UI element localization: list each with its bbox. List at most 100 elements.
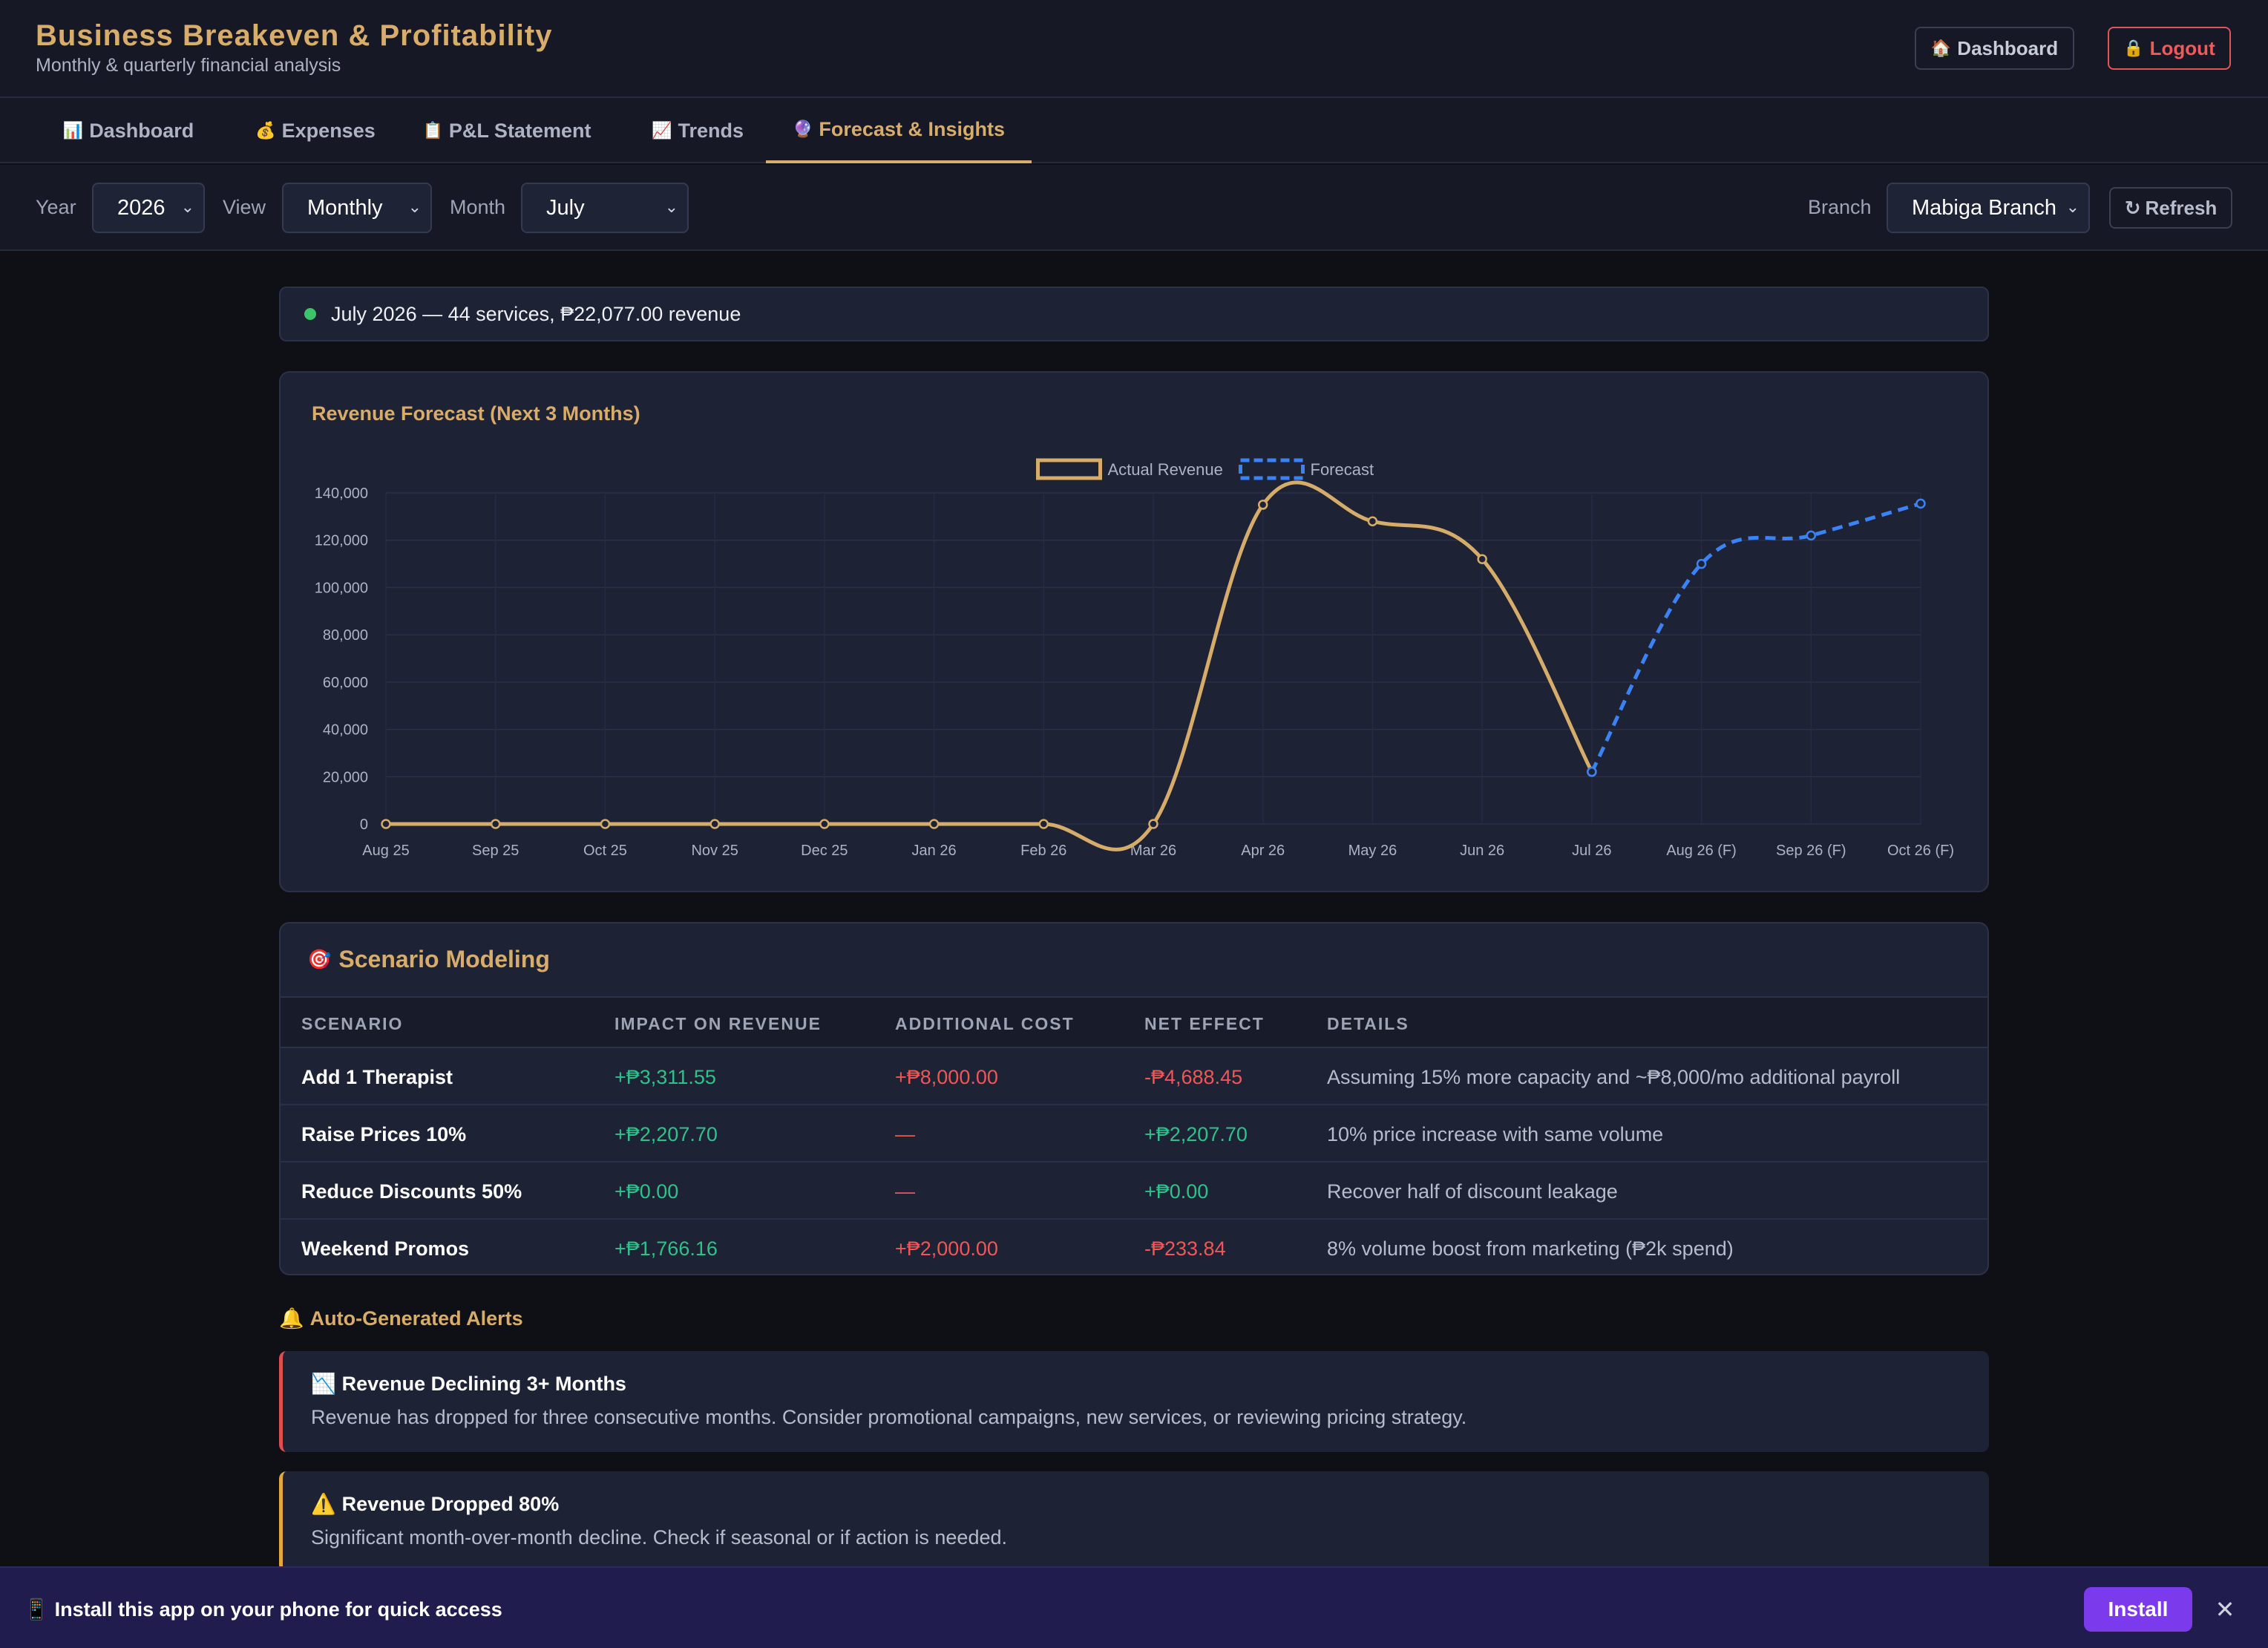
tab-dashboard[interactable]: 📊 Dashboard: [36, 98, 221, 163]
chart-down-icon: 📉: [311, 1373, 336, 1395]
scenario-title: 🎯 Scenario Modeling: [307, 946, 550, 973]
legend-swatch: [1036, 458, 1102, 480]
x-tick-label: Jan 26: [912, 843, 957, 859]
chevron-down-icon: ⌄: [664, 197, 678, 216]
branch-select[interactable]: Mabiga Branch ⌄: [1887, 183, 2090, 233]
alert-revenue-dropped: ⚠️ Revenue Dropped 80% Significant month…: [279, 1471, 1989, 1572]
cell-name: Raise Prices 10%: [301, 1123, 467, 1145]
install-app-banner: 📱 Install this app on your phone for qui…: [0, 1566, 2268, 1648]
x-tick-label: Sep 26 (F): [1776, 843, 1846, 859]
alert-revenue-declining: 📉 Revenue Declining 3+ Months Revenue ha…: [279, 1351, 1989, 1452]
branch-label: Branch: [1808, 196, 1872, 218]
cell-name: Add 1 Therapist: [301, 1066, 453, 1088]
tab-pl-statement[interactable]: 📋 P&L Statement: [410, 98, 604, 163]
month-select[interactable]: July ⌄: [521, 183, 689, 233]
data-point: [1367, 516, 1378, 526]
data-point: [600, 819, 611, 829]
legend-label: Actual Revenue: [1108, 460, 1223, 479]
alert-title: 📉 Revenue Declining 3+ Months: [311, 1372, 626, 1396]
y-tick-label: 100,000: [315, 580, 368, 596]
series-line-actual: [385, 480, 1594, 851]
table-row: Add 1 Therapist +₱3,311.55 +₱8,000.00 -₱4,6…: [281, 1048, 1987, 1105]
cell-cost: +₱8,000.00: [895, 1066, 998, 1088]
table-row: Weekend Promos +₱1,766.16 +₱2,000.00 -₱233.…: [281, 1220, 1987, 1274]
y-tick-label: 0: [360, 817, 368, 833]
cell-details: 8% volume boost from marketing (₱2k spen…: [1327, 1237, 1734, 1260]
y-tick-label: 140,000: [315, 485, 368, 502]
data-point: [1257, 500, 1268, 510]
data-point: [1696, 558, 1707, 569]
cell-name: Reduce Discounts 50%: [301, 1180, 522, 1203]
bar-chart-icon: 📊: [62, 121, 84, 140]
tab-forecast-insights[interactable]: 🔮 Forecast & Insights: [766, 98, 1032, 163]
year-select[interactable]: 2026 ⌄: [92, 183, 205, 233]
tab-trends[interactable]: 📈 Trends: [628, 98, 767, 163]
table-row: Raise Prices 10% +₱2,207.70 — +₱2,207.70 10%…: [281, 1105, 1987, 1163]
data-point: [1915, 498, 1926, 509]
cell-cost: —: [895, 1180, 915, 1203]
chevron-down-icon: ⌄: [2065, 197, 2079, 216]
data-point: [928, 819, 940, 829]
alerts-title: 🔔 Auto-Generated Alerts: [279, 1307, 523, 1330]
x-tick-label: Oct 25: [583, 843, 627, 859]
period-status-bar: July 2026 — 44 services, ₱22,077.00 reve…: [279, 287, 1989, 341]
period-status-text: July 2026 — 44 services, ₱22,077.00 reve…: [331, 302, 741, 325]
cell-cost: —: [895, 1123, 915, 1145]
close-icon[interactable]: ✕: [2215, 1596, 2235, 1623]
alert-body: Significant month-over-month decline. Ch…: [311, 1526, 1007, 1549]
column-header-impact: IMPACT ON REVENUE: [614, 1014, 822, 1033]
refresh-label: Refresh: [2145, 196, 2218, 219]
tab-label: Trends: [678, 119, 744, 142]
refresh-button[interactable]: ↻ Refresh: [2109, 187, 2232, 229]
tab-bar: 📊 Dashboard 💰 Expenses 📋 P&L Statement 📈…: [0, 98, 2268, 163]
cell-details: Assuming 15% more capacity and ~₱8,000/m…: [1327, 1066, 1901, 1088]
install-text-label: Install this app on your phone for quick…: [54, 1598, 502, 1621]
header-dashboard-button[interactable]: 🏠 Dashboard: [1915, 27, 2074, 70]
y-tick-label: 40,000: [323, 722, 368, 739]
column-header-net: NET EFFECT: [1144, 1014, 1265, 1033]
chevron-down-icon: ⌄: [407, 197, 422, 216]
y-tick-label: 120,000: [315, 533, 368, 549]
x-tick-label: Oct 26 (F): [1887, 843, 1954, 859]
phone-icon: 📱: [24, 1598, 49, 1621]
x-tick-label: Aug 26 (F): [1666, 843, 1736, 859]
tab-label: Expenses: [281, 119, 376, 142]
column-header-cost: ADDITIONAL COST: [895, 1014, 1075, 1033]
lock-icon: 🔒: [2123, 39, 2144, 57]
data-point: [1806, 530, 1817, 541]
x-tick-label: Nov 25: [691, 843, 738, 859]
clipboard-icon: 📋: [422, 121, 443, 140]
alert-body: Revenue has dropped for three consecutiv…: [311, 1406, 1467, 1428]
filter-bar: Year 2026 ⌄ View Monthly ⌄ Month July ⌄ …: [0, 165, 2268, 251]
x-tick-label: Apr 26: [1241, 843, 1285, 859]
year-label: Year: [36, 196, 76, 218]
data-point: [381, 819, 391, 829]
view-label: View: [223, 196, 266, 218]
tab-expenses[interactable]: 💰 Expenses: [239, 98, 392, 163]
trend-up-icon: 📈: [652, 121, 672, 140]
install-button[interactable]: Install: [2084, 1587, 2192, 1632]
chevron-down-icon: ⌄: [180, 197, 194, 216]
table-row: Reduce Discounts 50% +₱0.00 — +₱0.00 Recover…: [281, 1163, 1987, 1220]
x-tick-label: Aug 25: [362, 843, 409, 859]
data-point: [490, 819, 501, 829]
cell-details: 10% price increase with same volume: [1327, 1123, 1664, 1145]
x-tick-label: Sep 25: [472, 843, 519, 859]
money-bag-icon: 💰: [255, 121, 276, 140]
view-select[interactable]: Monthly ⌄: [282, 183, 432, 233]
y-tick-label: 20,000: [323, 769, 368, 785]
warning-icon: ⚠️: [311, 1493, 336, 1515]
x-tick-label: May 26: [1348, 843, 1397, 859]
x-tick-label: Feb 26: [1020, 843, 1066, 859]
column-header-scenario: SCENARIO: [301, 1014, 404, 1033]
month-label: Month: [450, 196, 506, 218]
alerts-title-label: Auto-Generated Alerts: [309, 1307, 523, 1330]
x-tick-label: Jul 26: [1572, 843, 1611, 859]
data-point: [1477, 554, 1487, 564]
cell-impact: +₱2,207.70: [614, 1123, 718, 1145]
data-point: [819, 819, 830, 829]
logout-button[interactable]: 🔒 Logout: [2108, 27, 2231, 70]
view-value: Monthly: [307, 195, 383, 220]
app-subtitle: Monthly & quarterly financial analysis: [36, 55, 341, 76]
column-header-details: DETAILS: [1327, 1014, 1409, 1033]
